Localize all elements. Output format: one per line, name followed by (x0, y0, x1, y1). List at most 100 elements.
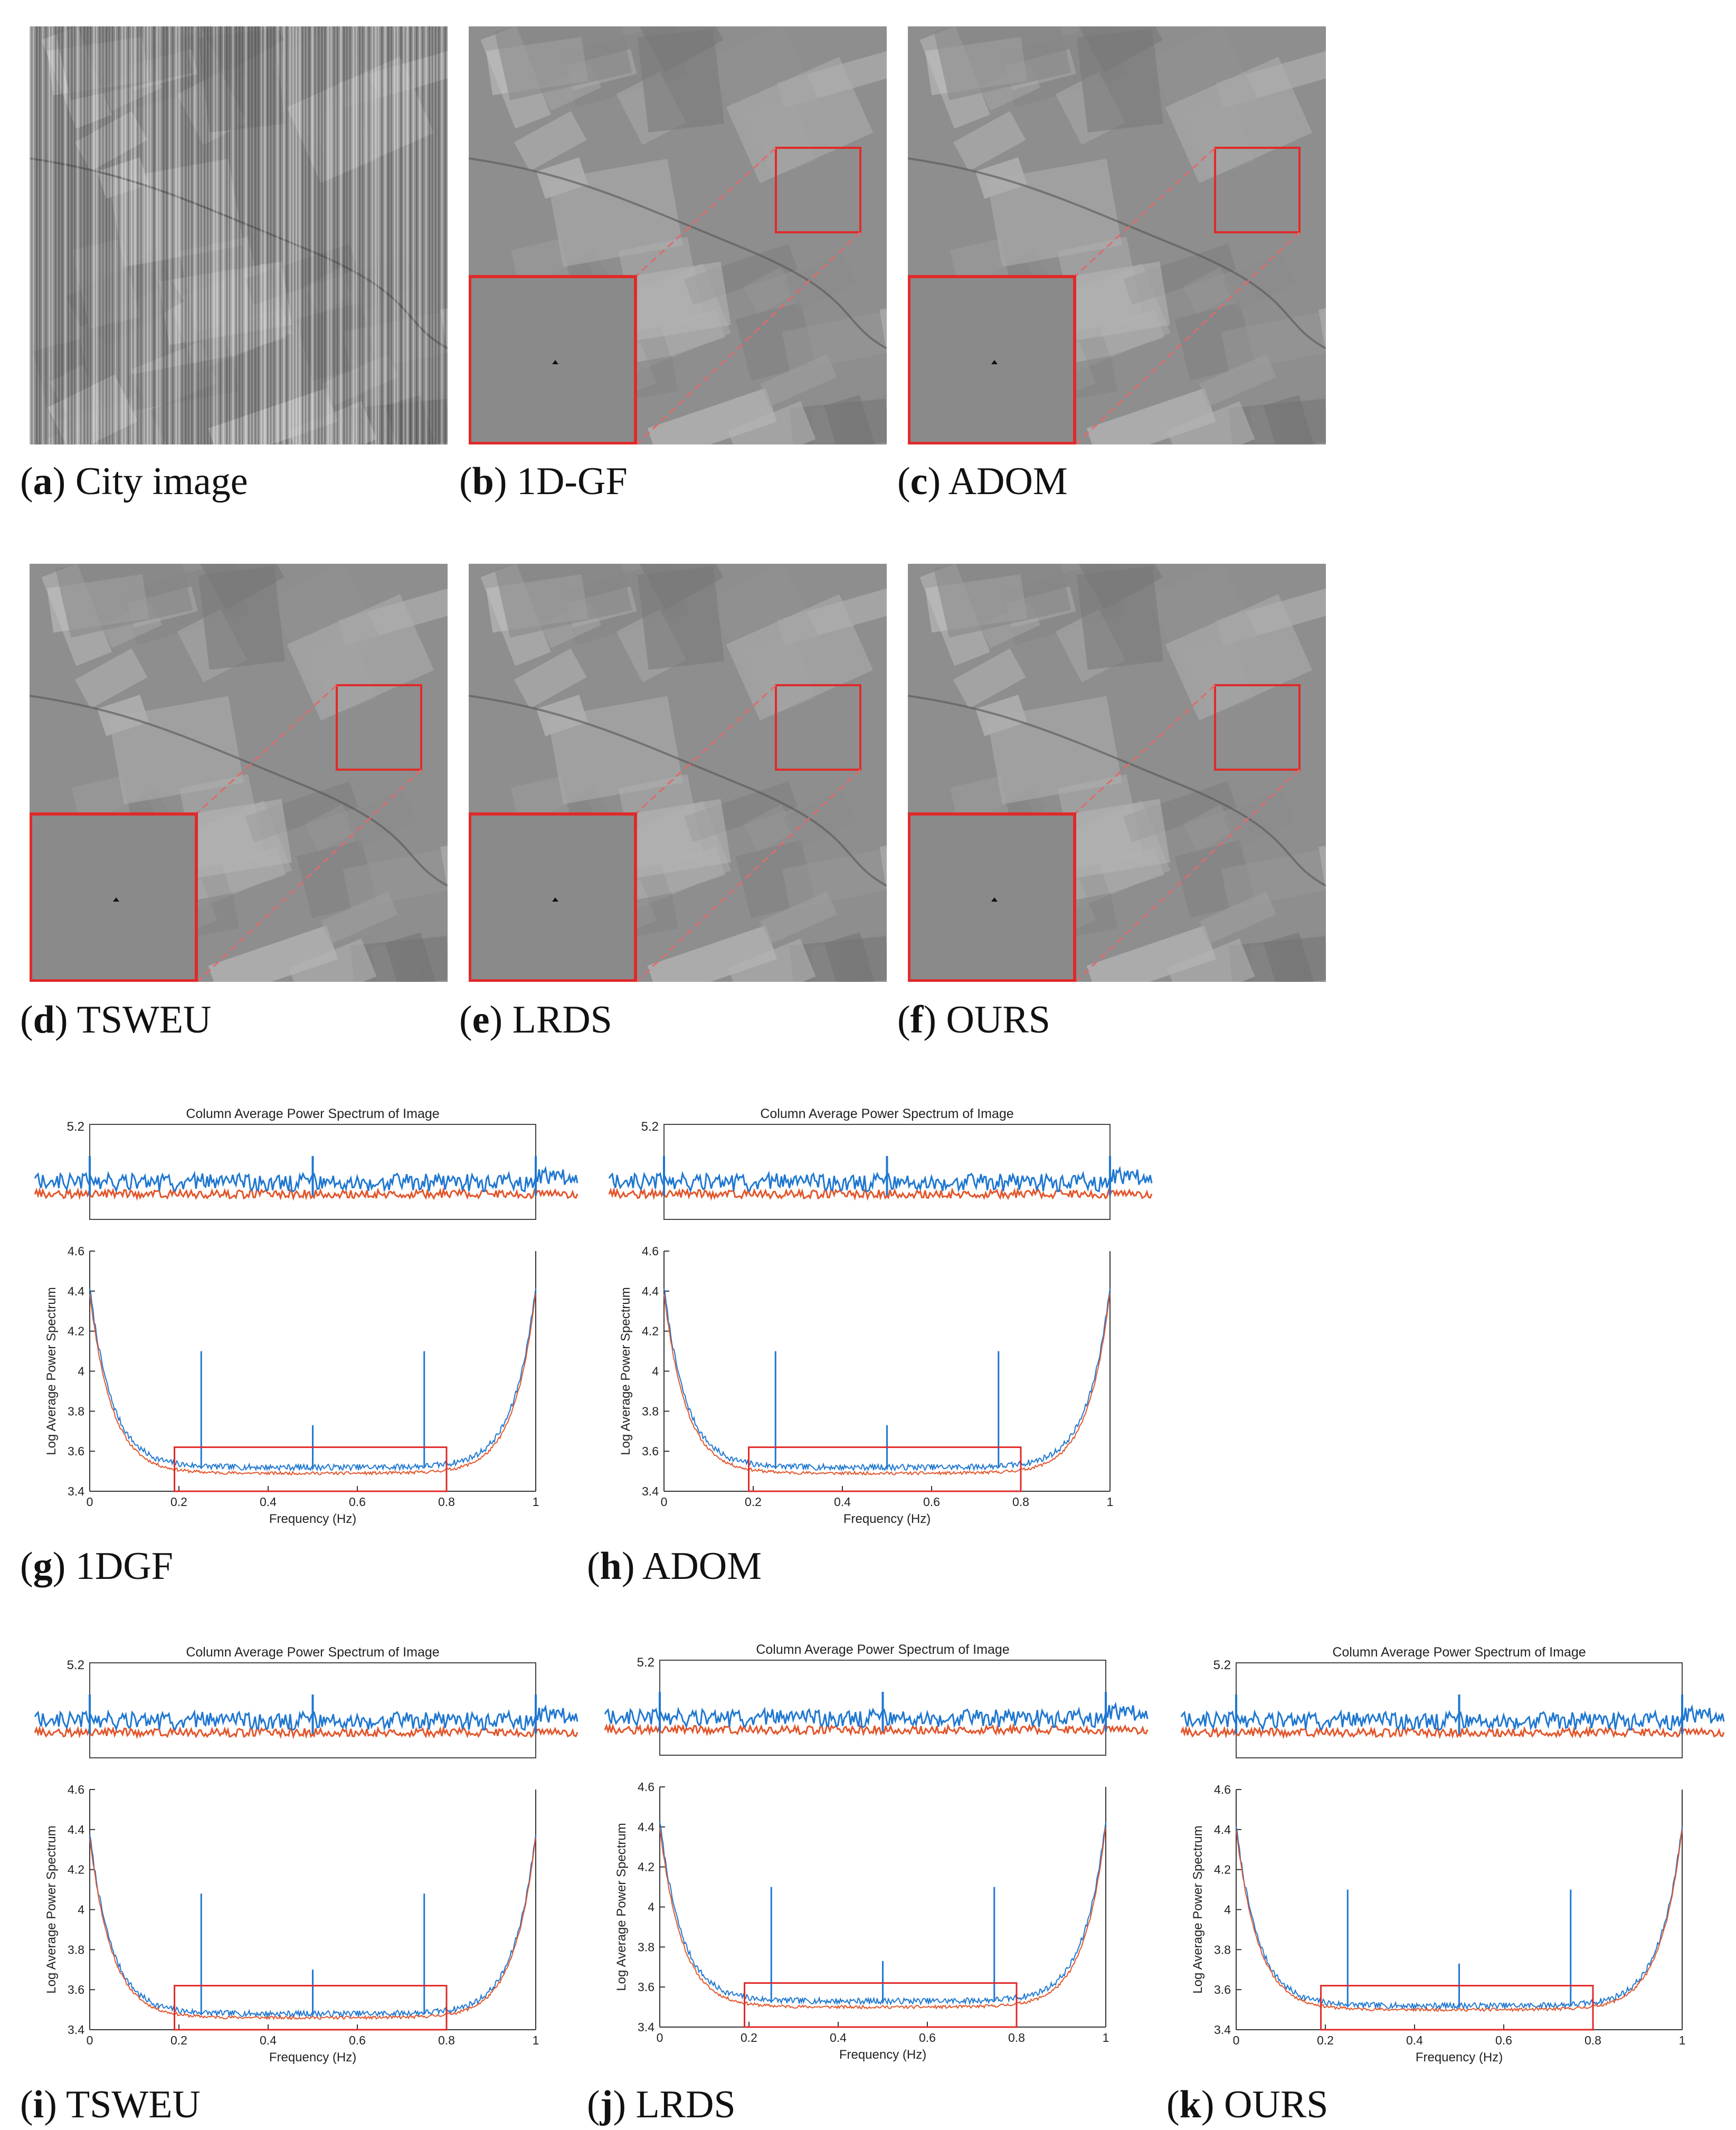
y-tick-label: 3.8 (642, 1404, 659, 1418)
x-tick-label: 1 (533, 2033, 539, 2047)
inset-series-orange (608, 1187, 1153, 1201)
x-axis-label: Frequency (Hz) (1416, 2050, 1503, 2064)
y-tick-label: 3.4 (638, 2020, 654, 2034)
zoom-inset (469, 813, 637, 982)
y-tick-label: 4.2 (68, 1324, 84, 1338)
zoom-box (744, 1982, 1018, 2028)
x-tick-label: 0.2 (745, 1495, 762, 1509)
aerial-texture (469, 564, 887, 982)
zoom-connector-line (196, 684, 338, 814)
y-tick-label: 4.2 (1214, 1863, 1231, 1877)
y-tick-label: 3.6 (68, 1444, 84, 1458)
zoom-inset-target (991, 360, 998, 364)
y-tick-label: 4.6 (642, 1244, 659, 1258)
aerial-texture (469, 26, 887, 444)
y-tick-label: 3.8 (1214, 1943, 1231, 1956)
chart-title: Column Average Power Spectrum of Image (186, 1645, 439, 1660)
y-tick-label: 4.4 (68, 1284, 84, 1298)
zoom-inset-border (30, 812, 198, 982)
zoom-region-box (1214, 147, 1301, 233)
chart-h: Column Average Power Spectrum of Image 5.… (608, 1106, 1153, 1526)
inset-tick-label: 5.2 (1213, 1658, 1231, 1672)
aerial-texture (908, 564, 1326, 982)
x-axis-label: Frequency (Hz) (269, 2050, 356, 2064)
caption-e: (e) LRDS (459, 998, 612, 1042)
inset-tick-label: 5.2 (67, 1658, 84, 1672)
result-image-tsweu (30, 564, 448, 982)
chart-title: Column Average Power Spectrum of Image (760, 1106, 1013, 1121)
y-tick-label: 3.8 (68, 1943, 84, 1956)
x-tick-label: 1 (1103, 2031, 1109, 2044)
chart-g: Column Average Power Spectrum of Image 5.… (34, 1106, 578, 1526)
y-tick-label: 3.4 (642, 1484, 659, 1498)
inset-series-blue (1180, 1704, 1725, 1732)
y-tick-label: 4.2 (638, 1860, 654, 1874)
zoom-inset-border (469, 275, 637, 444)
inset-series-orange (1180, 1725, 1725, 1739)
caption-g: (g) 1DGF (20, 1545, 173, 1588)
x-tick-label: 0.2 (170, 1495, 187, 1509)
series-blue-line (663, 1288, 1111, 1472)
zoom-connector-line (196, 769, 422, 982)
y-axis-label: Log Average Power Spectrum (44, 1287, 59, 1455)
zoom-region-box (336, 684, 422, 771)
x-tick-label: 0.2 (1317, 2033, 1334, 2047)
y-tick-label: 4.4 (638, 1820, 654, 1834)
zoom-inset-target (991, 897, 998, 902)
x-tick-label: 0.6 (349, 2033, 366, 2047)
zoom-inset-target (113, 897, 119, 902)
y-tick-label: 4.6 (1214, 1783, 1231, 1796)
aerial-texture (30, 564, 448, 982)
y-tick-label: 4.6 (638, 1780, 654, 1794)
zoom-box (748, 1446, 1022, 1492)
chart-title: Column Average Power Spectrum of Image (756, 1642, 1009, 1657)
zoom-connector-line (635, 147, 777, 277)
y-tick-label: 4.2 (68, 1863, 84, 1877)
y-tick-label: 3.6 (68, 1983, 84, 1996)
zoom-region-box (775, 684, 861, 771)
zoom-region-box (1214, 684, 1301, 771)
x-tick-label: 0.6 (1495, 2033, 1512, 2047)
x-tick-label: 0.6 (349, 1495, 366, 1509)
inset-tick-label: 5.2 (641, 1120, 659, 1134)
x-tick-label: 0.4 (260, 1495, 277, 1509)
x-tick-label: 0.8 (438, 1495, 455, 1509)
y-tick-label: 4.6 (68, 1244, 84, 1258)
y-tick-label: 4 (648, 1900, 654, 1914)
x-axis-label: Frequency (Hz) (839, 2048, 926, 2061)
y-axis-label: Log Average Power Spectrum (44, 1825, 59, 1993)
inset-series-orange (34, 1725, 578, 1739)
caption-i: (i) TSWEU (20, 2083, 201, 2126)
x-tick-label: 0.4 (260, 2033, 277, 2047)
y-tick-label: 4 (1224, 1903, 1231, 1917)
chart-k: Column Average Power Spectrum of Image 5.… (1180, 1645, 1725, 2064)
zoom-box (174, 1446, 448, 1492)
zoom-region-box (775, 147, 861, 233)
inset-series-blue (34, 1704, 578, 1732)
x-tick-label: 0.8 (1008, 2031, 1025, 2044)
inset-tick-label: 5.2 (637, 1655, 654, 1670)
y-tick-label: 4.4 (68, 1823, 84, 1836)
x-tick-label: 0 (87, 1495, 93, 1509)
aerial-texture (908, 26, 1326, 444)
chart-title: Column Average Power Spectrum of Image (186, 1106, 439, 1121)
zoom-inset-border (469, 812, 637, 982)
series-blue-line (659, 1822, 1106, 2006)
x-axis-label: Frequency (Hz) (843, 1512, 931, 1526)
caption-j: (j) LRDS (587, 2083, 736, 2126)
x-tick-label: 1 (1107, 1495, 1114, 1509)
y-tick-label: 3.6 (1214, 1983, 1231, 1996)
zoom-box (174, 1985, 448, 2031)
result-image-ours (908, 564, 1326, 982)
y-tick-label: 3.8 (638, 1940, 654, 1954)
x-tick-label: 0 (657, 2031, 663, 2044)
series-blue-line (89, 1288, 536, 1472)
x-tick-label: 0 (661, 1495, 668, 1509)
y-tick-label: 4 (78, 1365, 84, 1378)
series-orange-line (659, 1827, 1106, 2010)
y-tick-label: 3.6 (638, 1980, 654, 1994)
city-image-striped (30, 26, 448, 444)
caption-f: (f) OURS (897, 998, 1050, 1042)
y-tick-label: 3.4 (68, 1484, 84, 1498)
x-axis-label: Frequency (Hz) (269, 1512, 356, 1526)
